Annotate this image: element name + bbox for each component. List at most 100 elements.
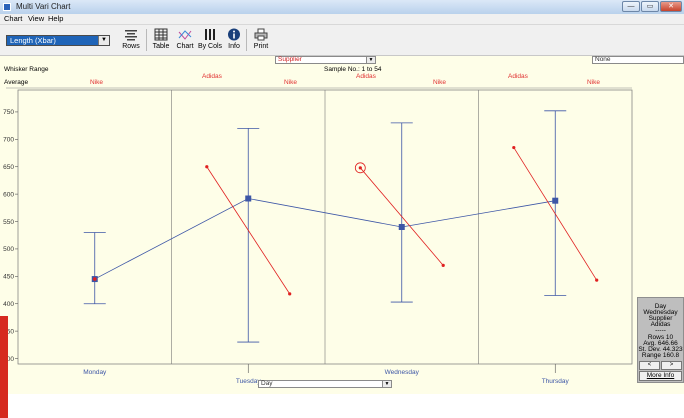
y-tick-label: 600: [3, 191, 14, 198]
y-tick-label: 650: [3, 164, 14, 171]
secondary-factor-select[interactable]: None: [592, 56, 684, 64]
title-bar: Multi Vari Chart — ▭ ✕: [0, 0, 684, 15]
supplier-point: [441, 263, 445, 267]
menu-help[interactable]: Help: [48, 14, 64, 23]
y-tick-label: 350: [3, 328, 14, 335]
supplier-line: [513, 147, 598, 281]
info-rows: Rows 10: [647, 334, 674, 341]
minimize-button[interactable]: —: [622, 1, 640, 12]
window-title: Multi Vari Chart: [16, 2, 71, 11]
print-button[interactable]: Print: [250, 27, 272, 53]
whisker-range-label: Whisker Range: [4, 66, 49, 73]
supplier-point: [288, 292, 292, 296]
info-next-button[interactable]: >: [661, 361, 682, 370]
info-range: Range 160.8: [641, 352, 680, 359]
chevron-down-icon[interactable]: ▼: [366, 57, 375, 63]
x-tick-label: Monday: [83, 369, 107, 376]
supplier-label: Nike: [587, 79, 601, 86]
day-factor-value: Day: [261, 380, 273, 387]
supplier-point: [205, 165, 209, 169]
table-label: Table: [152, 43, 170, 50]
x-tick-label: Wednesday: [385, 369, 420, 376]
multi-vari-chart: 300 350 400 450 500 550 600 650 700 750 Monday Tues…: [3, 87, 633, 385]
info-factor-value: Wednesday: [643, 309, 678, 316]
day-factor-select[interactable]: Day ▼: [258, 380, 392, 388]
chevron-down-icon[interactable]: ▼: [382, 381, 391, 387]
x-tick-label: Thursday: [542, 378, 570, 385]
menu-view[interactable]: View: [28, 14, 45, 23]
toolbar-separator: [146, 29, 147, 51]
supplier-point: [358, 166, 362, 170]
supplier-label: Nike: [433, 79, 447, 86]
chart-label: Chart: [176, 43, 194, 50]
info-subfactor-value: Adidas: [650, 321, 671, 328]
chart-button[interactable]: Chart: [174, 27, 196, 53]
y-axis: 300 350 400 450 500 550 600 650 700 750 Monday Tues…: [3, 109, 569, 385]
supplier-label: Adidas: [356, 73, 376, 80]
info-icon: [227, 28, 241, 41]
rows-icon: [124, 28, 138, 41]
chart-series: [83, 110, 599, 343]
y-tick-label: 550: [3, 219, 14, 226]
chart-icon: [178, 28, 192, 41]
info-divider: -----: [655, 327, 666, 334]
y-tick-label: 400: [3, 301, 14, 308]
supplier-point: [595, 278, 599, 282]
y-tick-label: 750: [3, 109, 14, 116]
supplier-select-value: Supplier: [278, 56, 302, 63]
info-average: Avg. 646.66: [643, 340, 678, 347]
bycols-label: By Cols: [197, 43, 223, 50]
info-factor-name: Day: [654, 303, 667, 310]
more-info-button[interactable]: More Info: [639, 371, 682, 381]
table-icon: [154, 28, 168, 41]
supplier-point: [92, 277, 97, 281]
highlight-ring: [354, 162, 366, 174]
chevron-down-icon[interactable]: ▼: [98, 36, 109, 45]
info-subfactor-name: Supplier: [648, 315, 673, 322]
toolbar-separator: [246, 29, 247, 51]
info-label: Info: [228, 43, 240, 50]
y-tick-label: 700: [3, 137, 14, 144]
y-tick-label: 500: [3, 246, 14, 253]
print-icon: [254, 28, 268, 41]
average-label: Average: [4, 79, 29, 86]
supplier-label: Nike: [90, 79, 104, 86]
maximize-button[interactable]: ▭: [641, 1, 659, 12]
chart-area: [0, 56, 684, 394]
y-tick-label: 300: [3, 356, 14, 363]
print-label: Print: [253, 43, 269, 50]
supplier-select[interactable]: Supplier ▼: [275, 56, 376, 64]
chart-frame: [6, 87, 633, 365]
app-icon: [3, 3, 11, 11]
info-panel: Day Wednesday Supplier Adidas ----- Rows…: [637, 297, 684, 383]
info-button[interactable]: Info: [224, 27, 244, 53]
rows-label: Rows: [122, 43, 140, 50]
supplier-point: [512, 145, 516, 150]
table-button[interactable]: Table: [148, 27, 174, 53]
day-mean-point: [552, 197, 559, 204]
supplier-label: Nike: [284, 79, 298, 86]
supplier-line: [360, 167, 444, 266]
bycols-button[interactable]: By Cols: [197, 27, 223, 53]
close-button[interactable]: ✕: [660, 1, 682, 12]
y-tick-label: 450: [3, 274, 14, 281]
x-tick-label: Tuesday: [236, 378, 261, 385]
menu-chart[interactable]: Chart: [4, 14, 23, 23]
secondary-factor-value: None: [595, 56, 611, 63]
rows-button[interactable]: Rows: [117, 27, 145, 53]
day-mean-point: [245, 195, 252, 202]
day-mean-line: [94, 198, 556, 280]
measure-value: Length (Xbar): [10, 36, 56, 45]
supplier-label: Adidas: [202, 73, 222, 80]
info-stdev: St. Dev. 44.323: [638, 346, 683, 353]
supplier-line: [206, 166, 291, 295]
window-edge-strip: [0, 316, 8, 418]
info-prev-button[interactable]: <: [639, 361, 660, 370]
bycols-icon: [203, 28, 217, 41]
sample-range-label: Sample No.: 1 to 54: [324, 66, 382, 73]
menu-bar: Chart View Help: [0, 14, 684, 25]
toolbar: Length (Xbar) ▼ Rows Table Chart By Cols…: [0, 25, 684, 56]
day-mean-point: [398, 224, 405, 230]
supplier-label: Adidas: [508, 73, 528, 80]
measure-select[interactable]: Length (Xbar) ▼: [6, 35, 110, 46]
